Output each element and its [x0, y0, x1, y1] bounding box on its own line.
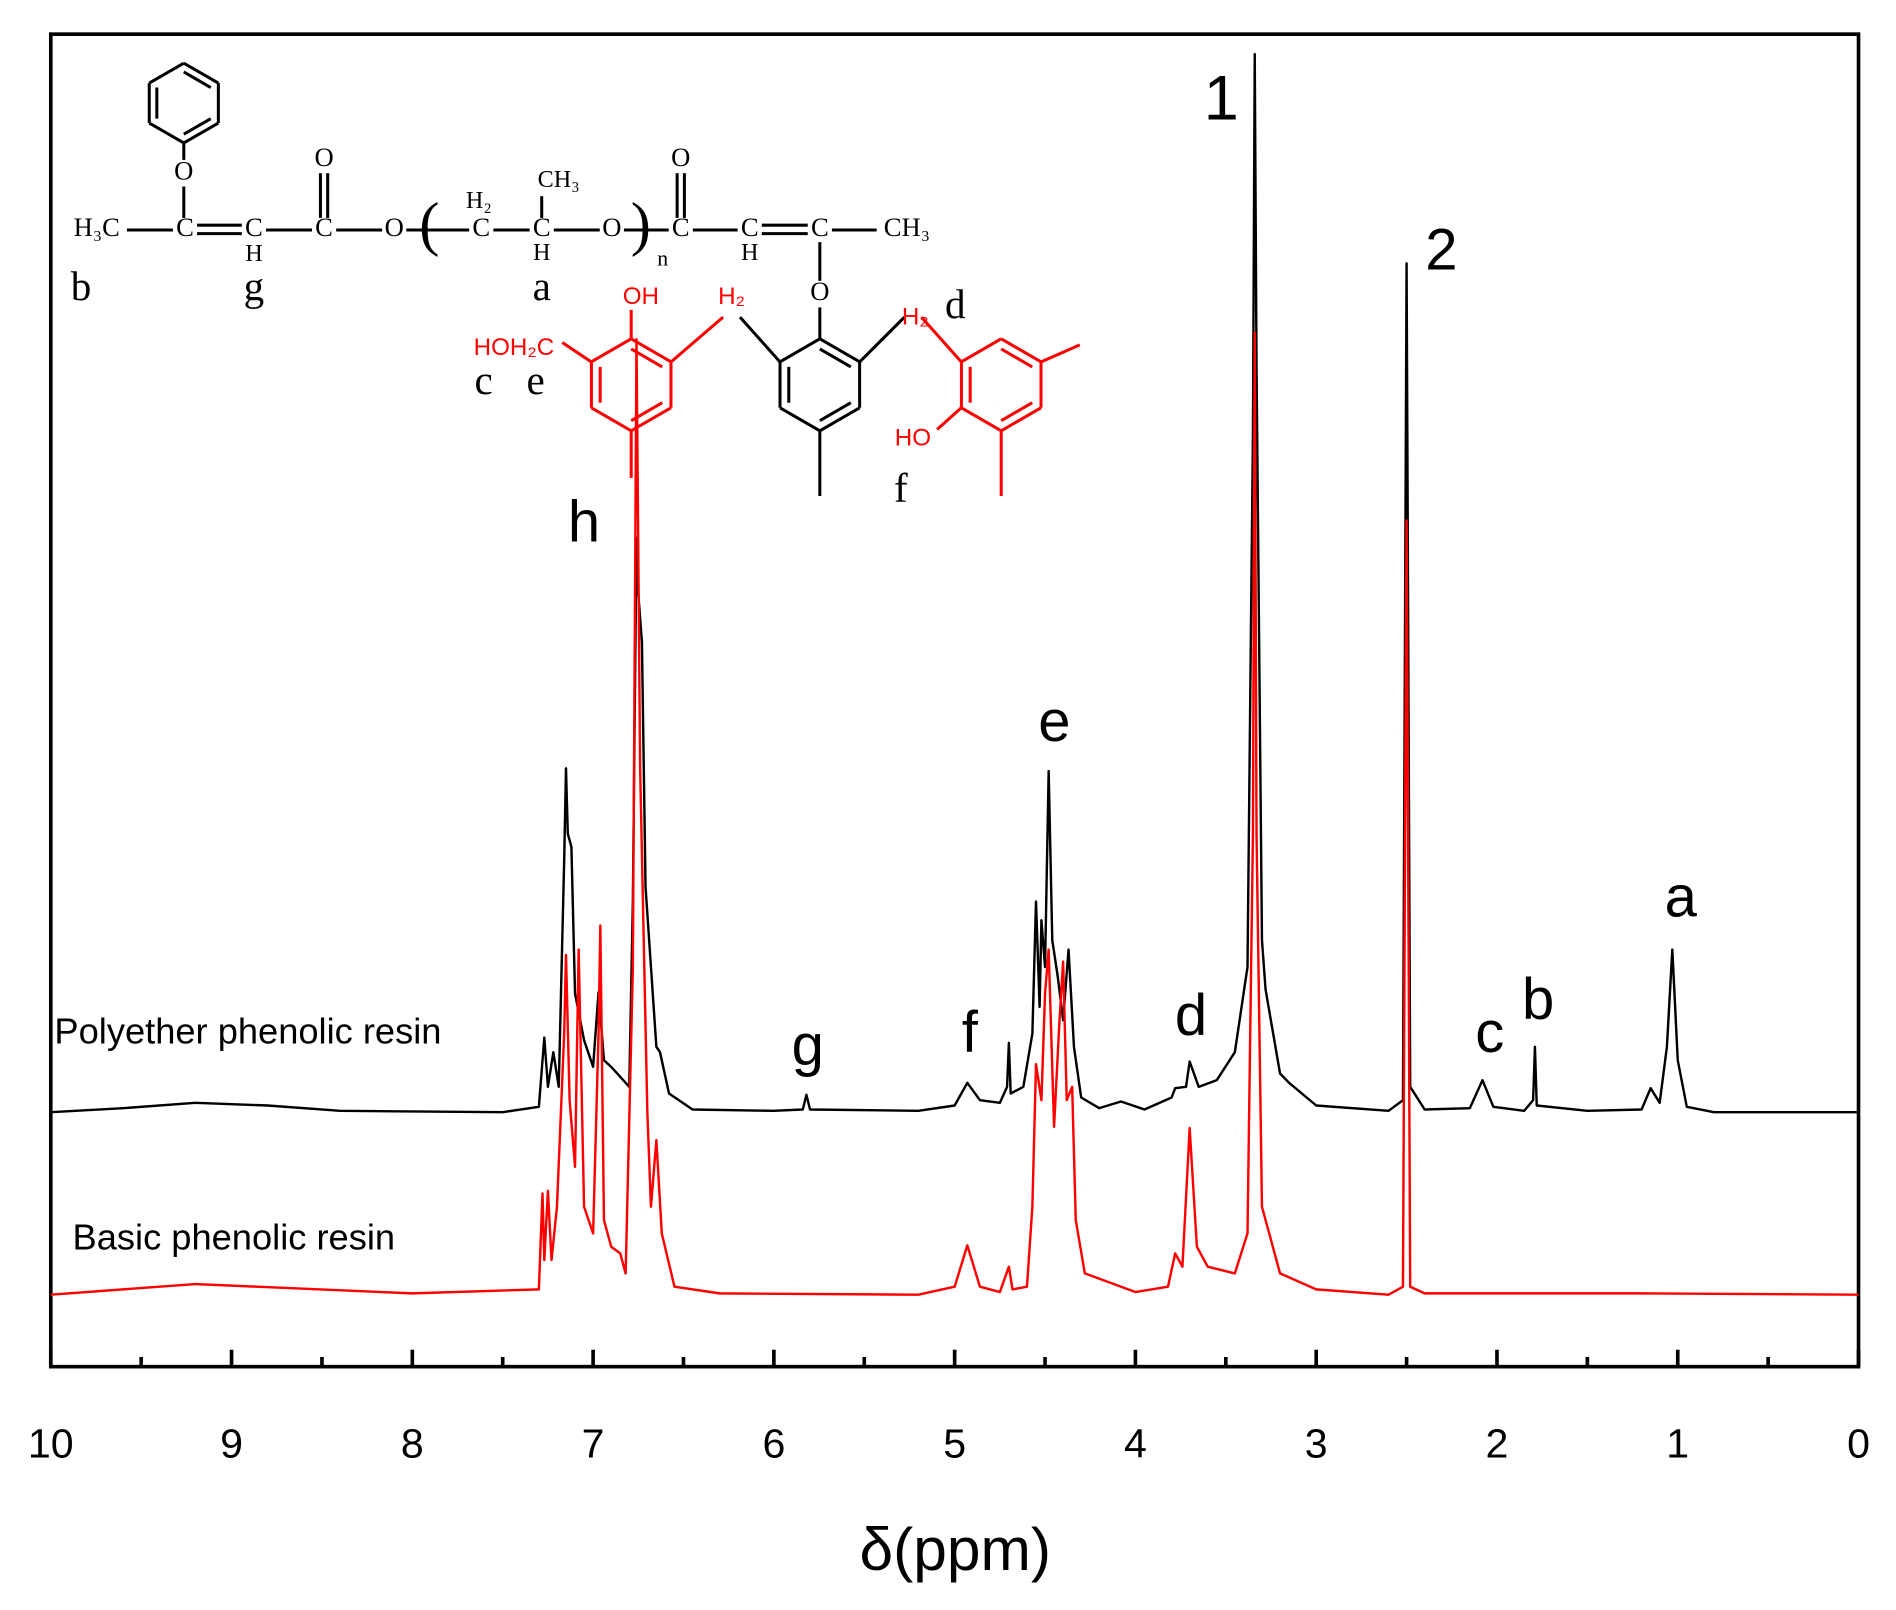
structure-atom: H	[533, 239, 550, 266]
bond	[936, 406, 963, 431]
bond	[183, 61, 220, 85]
bond	[738, 316, 782, 363]
bond	[590, 406, 632, 433]
peak-annotation: h	[568, 490, 600, 555]
bond	[819, 337, 861, 364]
structure-atom: O	[810, 276, 829, 306]
x-tick-label: 1	[1666, 1420, 1689, 1466]
peak-annotation: c	[1475, 1000, 1504, 1065]
bond	[630, 347, 663, 369]
structure-atom: O	[671, 142, 690, 172]
bond	[670, 315, 725, 363]
bond	[590, 337, 632, 364]
structure-atom: CH₃	[538, 166, 580, 193]
structure-atom: n	[657, 246, 668, 270]
x-tick-label: 6	[762, 1420, 785, 1466]
bond	[960, 406, 1002, 433]
bond	[779, 406, 821, 433]
structure-atom: H	[245, 240, 262, 267]
structure-atom: C	[672, 212, 690, 242]
structure-atom: C	[811, 212, 829, 242]
x-axis-label: δ(ppm)	[860, 1515, 1051, 1583]
bond	[148, 61, 185, 85]
structure-atom: C	[245, 212, 263, 242]
structure-atom: O	[385, 212, 404, 242]
peak-annotation: 1	[1204, 64, 1239, 134]
structure-atom: C	[741, 212, 759, 242]
bond	[858, 316, 906, 363]
structure-atom: C	[533, 212, 551, 242]
structure-letter: a	[533, 263, 551, 309]
peak-annotation: a	[1665, 864, 1698, 929]
structure-letter: b	[71, 263, 92, 309]
spectrum-line	[50, 52, 1859, 1114]
bond	[183, 121, 220, 145]
structure-atom: H₂	[718, 283, 745, 310]
x-tick-label: 2	[1486, 1420, 1509, 1466]
bond	[183, 70, 212, 89]
bond	[1000, 337, 1042, 364]
spectrum-line	[50, 331, 1859, 1296]
structure-letter: g	[244, 263, 265, 309]
peak-annotation: f	[962, 1000, 979, 1065]
peak-annotation: 2	[1425, 218, 1457, 283]
structure-atom: C	[176, 212, 194, 242]
x-tick-label: 10	[28, 1420, 74, 1466]
bond	[1000, 401, 1033, 422]
bond	[183, 117, 212, 136]
bond	[779, 337, 821, 364]
structure-atom: H₂	[466, 187, 492, 214]
structure-atom: H	[741, 239, 758, 266]
structure-atom: HO	[895, 425, 931, 452]
structure-atom: HOH₂C	[474, 334, 555, 361]
x-tick-label: 8	[401, 1420, 424, 1466]
bond	[561, 341, 593, 364]
x-tick-label: 0	[1847, 1420, 1870, 1466]
bond	[960, 337, 1002, 364]
peak-annotation: b	[1522, 967, 1554, 1032]
bond	[630, 406, 672, 433]
x-tick-label: 9	[220, 1420, 243, 1466]
x-tick-label: 7	[582, 1420, 605, 1466]
series-label: Basic phenolic resin	[73, 1216, 396, 1257]
peak-annotation: g	[792, 1013, 824, 1078]
structure-letter: e	[527, 357, 545, 403]
bond	[630, 401, 663, 422]
structure-atom: C	[315, 212, 333, 242]
bond	[819, 401, 852, 422]
bond	[148, 121, 185, 145]
peak-annotation: d	[1175, 983, 1207, 1048]
bond	[819, 347, 852, 369]
structure-atom: (	[419, 191, 439, 258]
structure-atom: C	[472, 212, 490, 242]
bond	[819, 406, 861, 433]
structure-atom: H₂	[902, 304, 929, 331]
structure-atom: H₃C	[74, 212, 120, 242]
structure-atom: OH	[623, 283, 659, 310]
structure-atom: O	[174, 155, 193, 185]
x-tick-label: 5	[943, 1420, 966, 1466]
bond	[630, 337, 672, 364]
structure-atom: O	[602, 212, 621, 242]
x-tick-label: 4	[1124, 1420, 1147, 1466]
bond	[1000, 406, 1042, 433]
bond	[1040, 343, 1081, 364]
structure-letter: c	[475, 357, 493, 403]
structure-letter: d	[945, 281, 966, 327]
structure-letter: f	[894, 465, 908, 511]
structure-atom: CH₃	[884, 212, 930, 242]
peak-annotation: e	[1038, 689, 1070, 754]
x-tick-label: 3	[1305, 1420, 1328, 1466]
series-label: Polyether phenolic resin	[54, 1011, 441, 1052]
structure-atom: O	[314, 142, 333, 172]
bond	[1000, 347, 1033, 369]
bond	[920, 316, 963, 363]
structure-atom: )	[631, 191, 651, 258]
